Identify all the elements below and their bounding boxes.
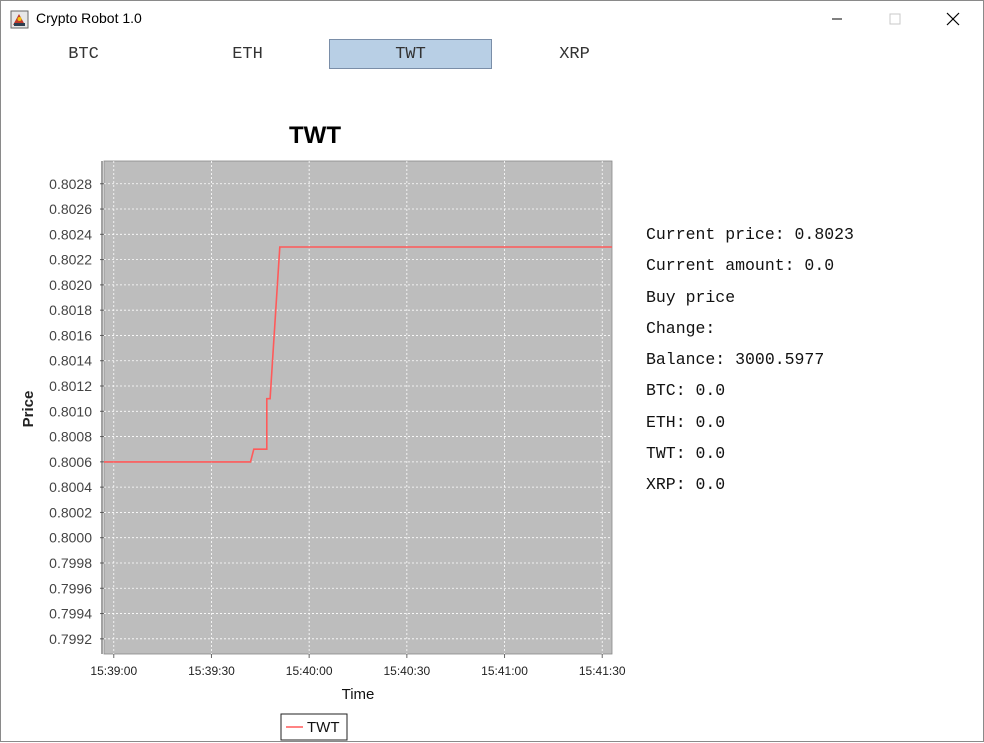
tab-eth[interactable]: ETH xyxy=(232,44,263,64)
y-axis-label: Price xyxy=(20,391,37,428)
y-tick-label: 0.7996 xyxy=(49,580,92,596)
y-tick-label: 0.8008 xyxy=(49,429,92,445)
x-tick-label: 15:39:30 xyxy=(188,664,235,678)
y-tick-label: 0.8016 xyxy=(49,327,92,343)
title-bar[interactable]: Crypto Robot 1.0 xyxy=(1,1,983,37)
window-title: Crypto Robot 1.0 xyxy=(36,10,142,26)
twt-holding-text: TWT: 0.0 xyxy=(646,444,726,464)
x-tick-label: 15:40:30 xyxy=(383,664,430,678)
grid xyxy=(104,161,612,654)
legend-label-twt: TWT xyxy=(307,719,339,736)
minimize-button[interactable] xyxy=(814,1,860,37)
x-tick-label: 15:41:30 xyxy=(579,664,626,678)
current-price-text: Current price: 0.8023 xyxy=(646,225,854,244)
y-tick-label: 0.7992 xyxy=(49,631,92,647)
x-tick-label: 15:41:00 xyxy=(481,664,528,678)
y-tick-label: 0.8014 xyxy=(49,353,92,369)
buy-price-text: Buy price xyxy=(646,287,736,307)
maximize-button[interactable] xyxy=(872,1,918,37)
y-tick-label: 0.8002 xyxy=(49,504,92,520)
plot-area xyxy=(103,160,613,655)
eth-holding-text: ETH: 0.0 xyxy=(646,412,726,432)
price-chart: TWT 0.8028 0.8026 0.8024 0.8022 0.8020 0.8018… xyxy=(20,122,626,741)
tab-twt[interactable]: TWT xyxy=(329,39,492,69)
maximize-icon xyxy=(889,13,901,25)
close-button[interactable] xyxy=(930,1,976,37)
y-tick-label: 0.8004 xyxy=(49,479,92,495)
y-tick-label: 0.8024 xyxy=(49,226,92,242)
balance-text: Balance: 3000.5977 xyxy=(646,350,825,370)
app-robot-icon xyxy=(10,10,29,29)
y-axis: 0.8028 0.8026 0.8024 0.8022 0.8020 0.8018 0.80… xyxy=(49,161,104,654)
x-axis-label: Time xyxy=(342,686,375,703)
x-tick-label: 15:40:00 xyxy=(286,664,333,678)
currency-tabs: BTC ETH TWT XRP xyxy=(1,39,983,70)
y-tick-label: 0.8022 xyxy=(49,252,92,268)
y-tick-label: 0.7998 xyxy=(49,555,92,571)
y-tick-label: 0.8006 xyxy=(49,454,92,470)
y-tick-label: 0.7994 xyxy=(49,606,92,622)
btc-holding-text: BTC: 0.0 xyxy=(646,381,726,401)
tab-xrp[interactable]: XRP xyxy=(559,44,590,64)
tab-btc[interactable]: BTC xyxy=(68,44,99,64)
chart-title: TWT xyxy=(289,122,341,149)
change-text: Change: xyxy=(646,318,716,338)
y-tick-label: 0.8012 xyxy=(49,378,92,394)
close-icon xyxy=(946,12,960,26)
series-line-twt xyxy=(104,246,612,463)
y-tick-label: 0.8000 xyxy=(49,530,92,546)
minimize-icon xyxy=(832,18,842,20)
y-tick-label: 0.8028 xyxy=(49,176,92,192)
y-tick-label: 0.8010 xyxy=(49,403,92,419)
y-tick-label: 0.8026 xyxy=(49,201,92,217)
legend: TWT xyxy=(280,713,348,741)
y-tick-label: 0.8020 xyxy=(49,277,92,293)
y-tick-label: 0.8018 xyxy=(49,302,92,318)
x-tick-label: 15:39:00 xyxy=(90,664,137,678)
current-amount-text: Current amount: 0.0 xyxy=(646,256,835,276)
x-axis: 15:39:00 15:39:30 15:40:00 15:40:30 15:41:00… xyxy=(90,654,626,678)
xrp-holding-text: XRP: 0.0 xyxy=(646,475,726,495)
info-panel: Current price: 0.8023 Current amount: 0.… xyxy=(646,223,854,505)
